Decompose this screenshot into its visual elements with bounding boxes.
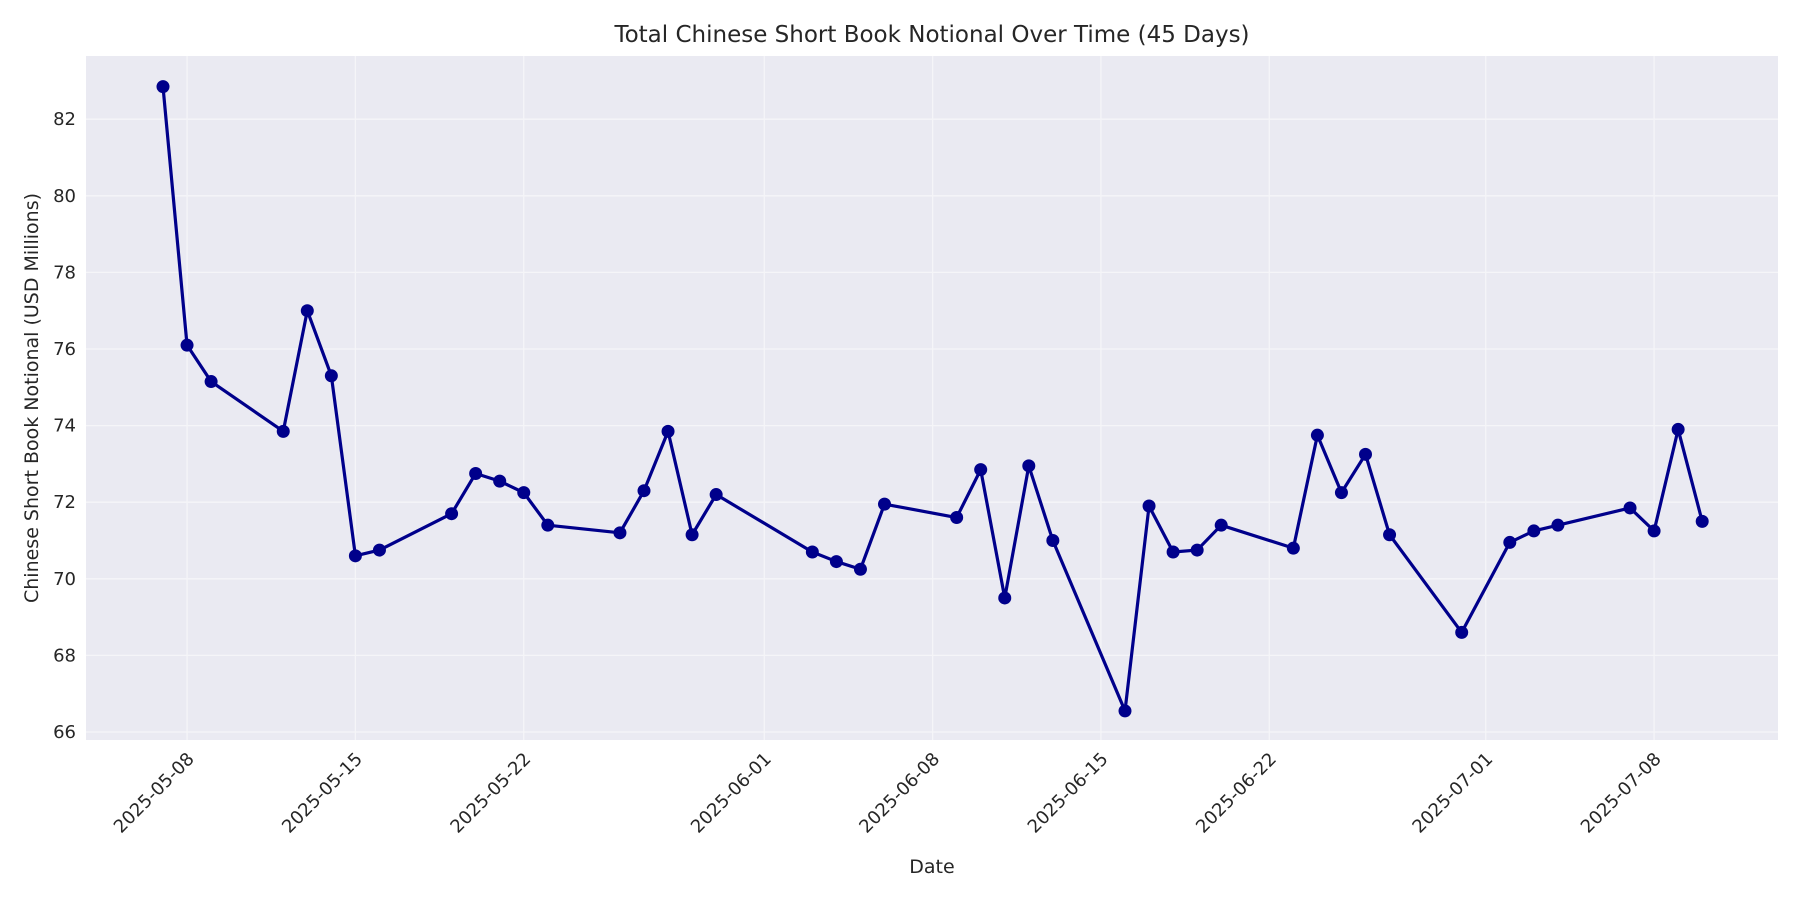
- data-point-marker: 2025-06-05: 70.25: [853, 562, 867, 576]
- data-point-marker: 2025-06-06: 71.95: [878, 497, 891, 511]
- data-point-marker: 2025-05-27: 72.3: [637, 484, 651, 498]
- y-tick-label: 68: [53, 645, 76, 666]
- data-point-marker: 2025-06-11: 69.5: [998, 591, 1012, 605]
- data-point-marker: 2025-06-16: 66.55: [1118, 704, 1132, 718]
- data-point-marker: 2025-07-09: 73.9: [1671, 422, 1685, 436]
- data-point-marker: 2025-06-26: 73.25: [1359, 447, 1372, 461]
- data-point-marker: 2025-05-12: 73.85: [276, 424, 290, 438]
- data-point-marker: 2025-06-20: 71.4: [1214, 518, 1228, 532]
- data-point-marker: 2025-05-29: 71.15: [685, 528, 699, 542]
- data-point-marker: 2025-06-23: 70.8: [1286, 541, 1300, 555]
- data-point-marker: 2025-06-09: 71.6: [950, 511, 964, 525]
- data-point-marker: 2025-05-15: 70.6: [348, 549, 362, 563]
- data-point-marker: 2025-07-03: 71.25: [1527, 524, 1541, 538]
- y-axis-ticks: 66 68 70 72 74 76 78 80 82: [53, 109, 76, 743]
- chart-title: Total Chinese Short Book Notional Over T…: [613, 22, 1249, 48]
- data-point-marker: 2025-05-22: 72.25: [517, 486, 531, 500]
- data-point-marker: 2025-07-02: 70.95: [1503, 535, 1517, 549]
- data-point-marker: 2025-05-19: 71.7: [445, 507, 459, 521]
- data-point-marker: 2025-05-13: 77: [300, 304, 314, 318]
- y-tick-label: 66: [53, 722, 76, 743]
- y-tick-label: 76: [53, 339, 76, 360]
- y-tick-label: 78: [53, 262, 76, 283]
- data-point-marker: 2025-06-27: 71.15: [1383, 528, 1397, 542]
- data-point-marker: 2025-06-30: 68.6: [1455, 625, 1469, 639]
- x-axis-label: Date: [909, 856, 954, 878]
- data-point-marker: 2025-06-04: 70.45: [829, 555, 843, 569]
- x-gridlines: [186, 56, 1655, 740]
- data-point-marker: 2025-06-24: 73.75: [1310, 428, 1324, 442]
- data-point-marker: 2025-06-13: 71: [1046, 534, 1060, 547]
- y-tick-label: 80: [53, 186, 76, 207]
- data-point-marker: 2025-06-25: 72.25: [1334, 486, 1348, 500]
- y-tick-label: 82: [53, 109, 76, 130]
- data-point-marker: 2025-06-03: 70.7: [805, 545, 819, 559]
- data-point-marker: 2025-05-07: 82.85: [156, 80, 170, 94]
- y-tick-label: 74: [53, 416, 76, 437]
- data-point-marker: 2025-05-08: 76.1: [180, 338, 194, 352]
- data-point-marker: 2025-06-18: 70.7: [1166, 545, 1180, 559]
- data-point-marker: 2025-05-16: 70.75: [372, 543, 386, 557]
- data-point-marker: 2025-05-09: 75.15: [204, 375, 218, 389]
- data-point-marker: 2025-05-28: 73.85: [661, 424, 675, 438]
- data-point-marker: 2025-06-10: 72.85: [974, 463, 988, 477]
- y-gridlines: [86, 118, 1778, 733]
- data-point-marker: 2025-07-07: 71.85: [1623, 501, 1637, 515]
- data-point-marker: 2025-07-10: 71.5: [1695, 514, 1709, 528]
- y-tick-label: 70: [53, 569, 76, 590]
- data-point-marker: 2025-05-20: 72.75: [469, 466, 483, 480]
- y-tick-label: 72: [53, 492, 76, 513]
- data-point-marker: 2025-06-17: 71.9: [1142, 499, 1156, 513]
- data-point-marker: 2025-05-26: 71.2: [613, 526, 627, 540]
- data-point-marker: 2025-07-04: 71.4: [1551, 518, 1565, 532]
- data-point-marker: 2025-05-30: 72.2: [709, 488, 723, 502]
- data-point-marker: 2025-07-08: 71.25: [1647, 524, 1661, 538]
- data-point-marker: 2025-06-19: 70.75: [1190, 543, 1204, 557]
- data-point-markers: 2025-05-07: 82.85 2025-05-08: 76.1 2025-05…: [156, 80, 1709, 718]
- data-point-marker: 2025-05-23: 71.4: [541, 518, 555, 532]
- data-point-marker: 2025-05-14: 75.3: [324, 369, 338, 383]
- data-point-marker: 2025-06-12: 72.95: [1022, 459, 1036, 473]
- data-point-marker: 2025-05-21: 72.55: [493, 474, 507, 488]
- y-axis-label: Chinese Short Book Notional (USD Million…: [21, 193, 43, 603]
